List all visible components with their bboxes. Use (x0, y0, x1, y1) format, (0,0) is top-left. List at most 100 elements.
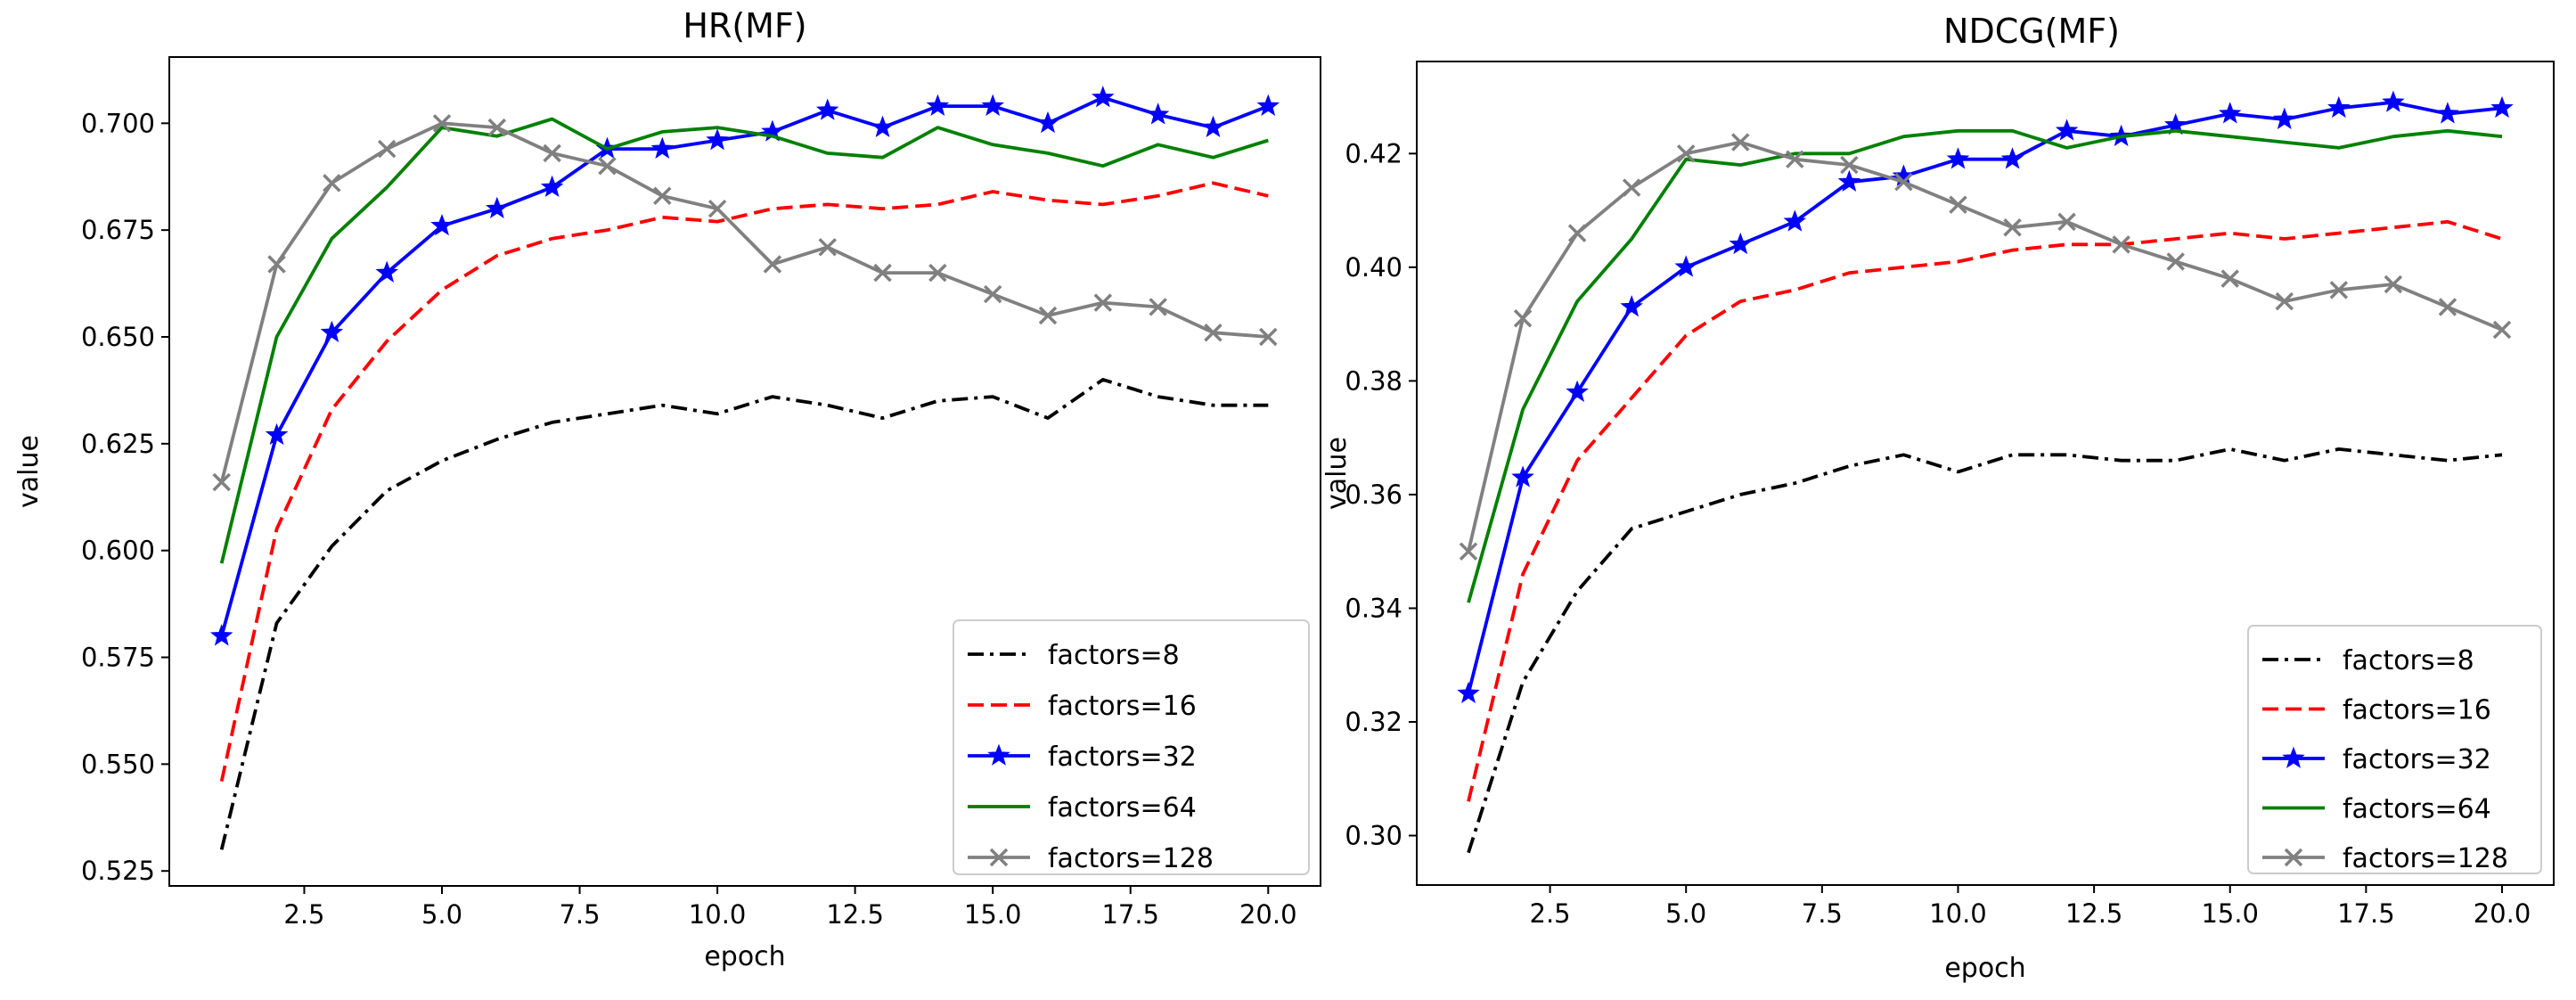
x-axis-label: epoch (1944, 953, 2025, 984)
data-point (430, 213, 454, 236)
y-tick-label: 0.675 (81, 215, 155, 245)
data-point (1840, 155, 1859, 175)
data-point (928, 263, 947, 283)
series-factors-64 (1467, 128, 2503, 603)
data-point (1511, 465, 1534, 488)
legend-label: factors=16 (2343, 695, 2491, 726)
y-tick-label: 0.30 (1345, 821, 1402, 851)
y-tick-label: 0.36 (1345, 480, 1402, 510)
data-point (873, 263, 892, 283)
data-point (1149, 298, 1167, 316)
data-point (543, 143, 561, 163)
x-tick-label: 12.5 (826, 899, 884, 930)
legend-label: factors=32 (2343, 744, 2491, 775)
series-group (1457, 90, 2514, 854)
series-line (219, 181, 1269, 783)
data-point (2492, 320, 2512, 340)
data-point (763, 255, 782, 274)
data-point (2003, 217, 2022, 237)
data-point (209, 624, 233, 646)
plot-frame (168, 56, 1321, 887)
data-point (598, 157, 617, 176)
series-line (1467, 447, 2503, 854)
x-tick-label: 20.0 (2474, 898, 2531, 929)
y-tick-label: 0.40 (1345, 252, 1402, 283)
data-point (1036, 111, 1059, 134)
y-tick-label: 0.32 (1345, 707, 1402, 737)
data-point (1146, 102, 1170, 125)
series-line (219, 377, 1269, 850)
x-tick-label: 7.5 (559, 899, 600, 930)
legend-marker (2284, 848, 2303, 867)
data-point (2220, 269, 2239, 288)
data-point (1038, 306, 1058, 325)
x-tick-label: 2.5 (1530, 898, 1571, 929)
data-point (1459, 542, 1478, 561)
data-point (2000, 147, 2024, 169)
x-tick-label: 10.0 (1929, 898, 1987, 929)
data-point (815, 98, 839, 120)
data-point (1676, 144, 1696, 163)
data-point (1620, 295, 1643, 317)
legend-marker (987, 743, 1010, 766)
data-point (2275, 291, 2294, 311)
data-point (2218, 102, 2242, 124)
series-group (209, 86, 1280, 850)
legend-label: factors=128 (2343, 843, 2508, 874)
data-point (320, 320, 344, 343)
data-point (2382, 90, 2405, 112)
legend-label: factors=8 (2343, 645, 2474, 676)
data-point (2327, 95, 2351, 119)
y-tick-label: 0.700 (81, 108, 155, 138)
data-point (1092, 86, 1115, 108)
series-line (219, 95, 1269, 637)
y-axis-ticks: 0.525 0.550 0.575 0.600 0.625 0.650 0.675 0.700 (81, 108, 169, 886)
data-point (871, 115, 895, 137)
data-point (2057, 212, 2076, 232)
x-tick-label: 7.5 (1802, 898, 1843, 929)
series-factors-32 (209, 86, 1280, 646)
data-point (818, 238, 837, 257)
data-point (2112, 235, 2130, 254)
x-axis-label: epoch (704, 941, 785, 972)
data-point (212, 472, 231, 492)
x-axis-ticks: 2.5 5.0 7.5 10.0 12.5 15.0 17.5 20.0 (1530, 885, 2531, 929)
data-point (486, 196, 509, 219)
data-point (1093, 293, 1113, 312)
legend-label: factors=16 (1048, 691, 1197, 722)
chart-title: HR(MF) (683, 6, 806, 45)
data-point (1567, 224, 1587, 242)
x-axis-ticks: 2.5 5.0 7.5 10.0 12.5 15.0 17.5 20.0 (283, 886, 1297, 930)
data-point (1731, 133, 1750, 152)
series-factors-16 (1467, 219, 2503, 802)
data-point (2384, 275, 2403, 294)
x-tick-label: 12.5 (2065, 898, 2123, 929)
data-point (1513, 308, 1533, 328)
data-point (2273, 107, 2296, 129)
data-point (323, 174, 341, 193)
x-tick-label: 5.0 (421, 899, 462, 930)
data-point (653, 186, 672, 206)
y-axis-label: value (13, 435, 45, 508)
data-point (1622, 178, 1641, 197)
data-point (1949, 195, 1967, 214)
y-tick-label: 0.525 (81, 856, 155, 886)
y-tick-label: 0.650 (81, 322, 155, 352)
series-line (1467, 101, 2503, 694)
legend-marker (989, 848, 1009, 867)
data-point (1783, 209, 1807, 232)
series-line (1467, 128, 2503, 603)
y-tick-label: 0.42 (1345, 138, 1402, 168)
series-factors-128 (212, 114, 1278, 492)
data-point (1894, 172, 1913, 192)
data-point (1259, 327, 1278, 347)
y-tick-label: 0.625 (81, 429, 155, 459)
y-axis-label: value (1321, 437, 1353, 510)
data-point (1946, 147, 1970, 169)
y-tick-label: 0.550 (81, 749, 155, 779)
series-factors-32 (1457, 90, 2514, 703)
data-point (1674, 255, 1697, 277)
data-point (1729, 232, 1753, 255)
data-point (981, 94, 1004, 116)
